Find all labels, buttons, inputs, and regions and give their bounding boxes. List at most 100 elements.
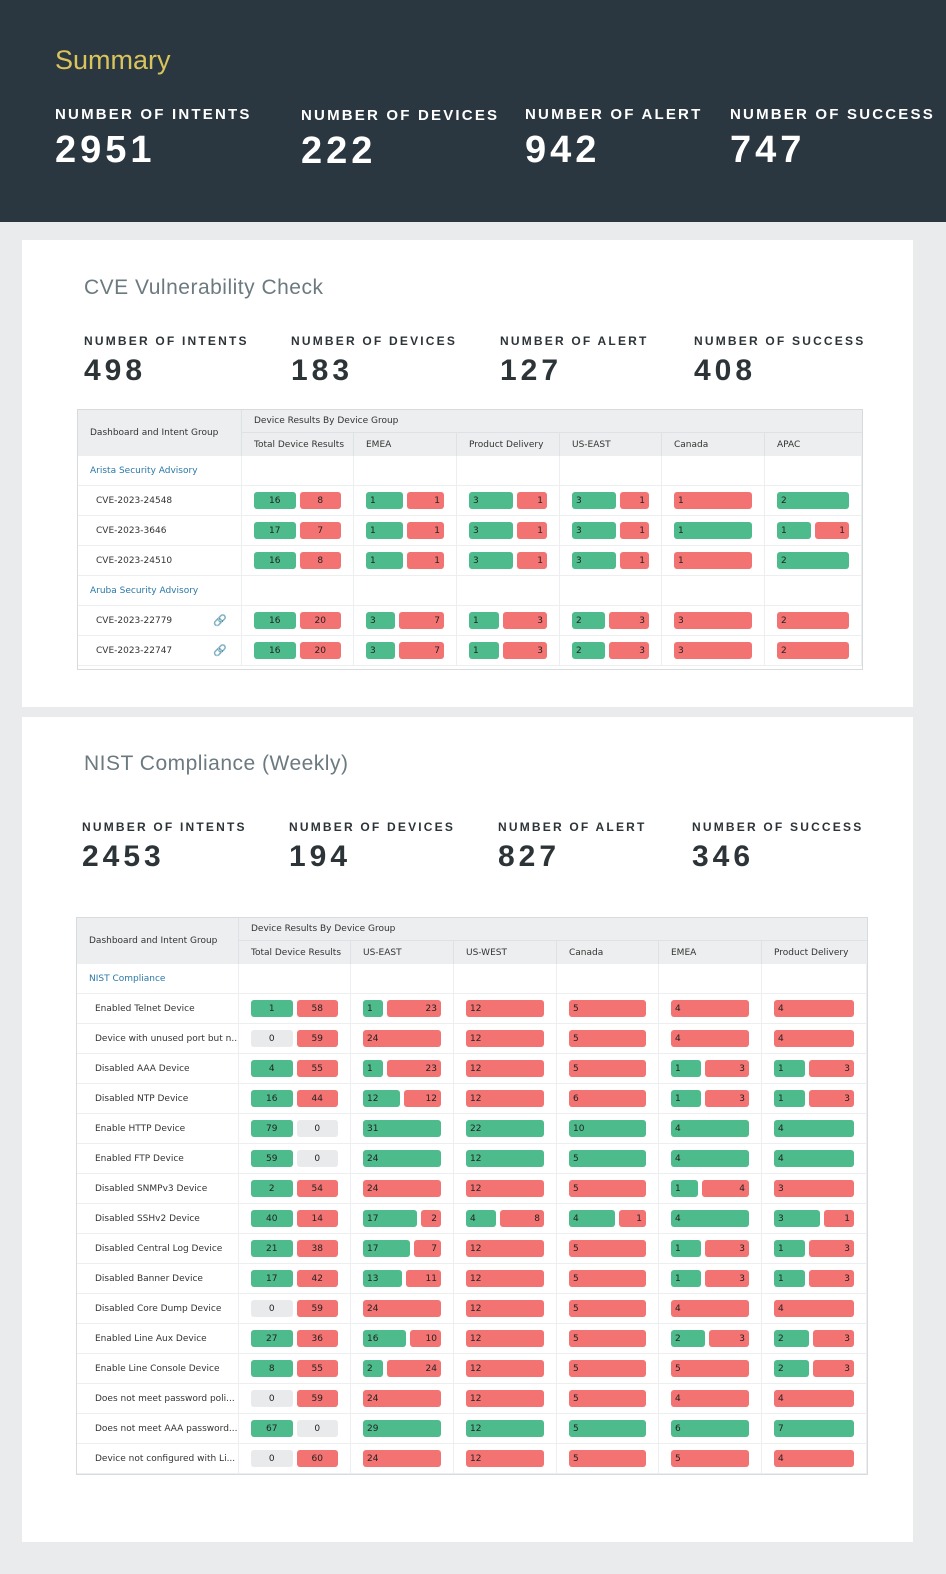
column-header[interactable]: APAC <box>765 433 862 456</box>
fail-count[interactable]: 24 <box>363 1390 441 1407</box>
fail-count[interactable]: 4 <box>774 1300 854 1317</box>
fail-count[interactable]: 5 <box>569 1450 646 1467</box>
fail-count[interactable]: 4 <box>774 1450 854 1467</box>
fail-count[interactable]: 23 <box>387 1060 441 1077</box>
pass-count[interactable]: 8 <box>251 1360 293 1377</box>
fail-count[interactable]: 3 <box>812 1360 854 1377</box>
fail-count[interactable]: 1 <box>674 492 752 509</box>
pass-count[interactable]: 3 <box>774 1210 820 1227</box>
fail-count[interactable]: 3 <box>704 1060 749 1077</box>
fail-count[interactable]: 44 <box>296 1090 338 1107</box>
pass-count[interactable]: 16 <box>251 1090 293 1107</box>
column-header[interactable]: Product Delivery <box>762 941 867 964</box>
pass-count[interactable]: 24 <box>363 1150 441 1167</box>
pass-count[interactable]: 16 <box>254 552 296 569</box>
pass-count[interactable]: 3 <box>572 492 616 509</box>
fail-count[interactable]: 5 <box>569 1390 646 1407</box>
fail-count[interactable]: 24 <box>363 1300 441 1317</box>
pass-count[interactable]: 2 <box>572 612 606 629</box>
fail-count[interactable]: 5 <box>569 1030 646 1047</box>
fail-count[interactable]: 12 <box>466 1090 544 1107</box>
fail-count[interactable]: 5 <box>569 1060 646 1077</box>
fail-count[interactable]: 2 <box>777 642 849 659</box>
fail-count[interactable]: 24 <box>363 1030 441 1047</box>
fail-count[interactable]: 42 <box>296 1270 338 1287</box>
pass-count[interactable]: 4 <box>251 1060 293 1077</box>
pass-count[interactable]: 1 <box>774 1090 805 1107</box>
pass-count[interactable]: 7 <box>774 1420 854 1437</box>
fail-count[interactable]: 0 <box>296 1150 338 1167</box>
group-link[interactable]: NIST Compliance <box>77 964 239 994</box>
pass-count[interactable]: 67 <box>251 1420 293 1437</box>
fail-count[interactable]: 3 <box>674 612 752 629</box>
column-header[interactable]: Total Device Results <box>242 433 354 456</box>
pass-count[interactable]: 3 <box>572 552 616 569</box>
fail-count[interactable]: 11 <box>406 1270 441 1287</box>
fail-count[interactable]: 24 <box>387 1360 441 1377</box>
fail-count[interactable]: 4 <box>671 1390 749 1407</box>
fail-count[interactable]: 1 <box>619 1210 646 1227</box>
pass-count[interactable]: 1 <box>774 1270 805 1287</box>
pass-count[interactable]: 3 <box>469 522 514 539</box>
fail-count[interactable]: 4 <box>774 1000 854 1017</box>
pass-count[interactable]: 16 <box>363 1330 406 1347</box>
fail-count[interactable]: 5 <box>569 1300 646 1317</box>
pass-count[interactable]: 12 <box>466 1420 544 1437</box>
pass-count[interactable]: 0 <box>251 1390 293 1407</box>
fail-count[interactable]: 3 <box>808 1090 854 1107</box>
pass-count[interactable]: 12 <box>363 1090 400 1107</box>
pass-count[interactable]: 0 <box>251 1450 293 1467</box>
fail-count[interactable]: 12 <box>466 1270 544 1287</box>
pass-count[interactable]: 27 <box>251 1330 293 1347</box>
pass-count[interactable]: 13 <box>363 1270 403 1287</box>
pass-count[interactable]: 12 <box>466 1150 544 1167</box>
fail-count[interactable]: 59 <box>296 1300 338 1317</box>
fail-count[interactable]: 3 <box>704 1270 749 1287</box>
fail-count[interactable]: 3 <box>704 1240 749 1257</box>
pass-count[interactable]: 4 <box>466 1210 496 1227</box>
pass-count[interactable]: 4 <box>569 1210 615 1227</box>
pass-count[interactable]: 17 <box>254 522 296 539</box>
pass-count[interactable]: 4 <box>774 1120 854 1137</box>
fail-count[interactable]: 1 <box>407 492 444 509</box>
fail-count[interactable]: 4 <box>774 1030 854 1047</box>
fail-count[interactable]: 38 <box>296 1240 338 1257</box>
pass-count[interactable]: 2 <box>572 642 606 659</box>
pass-count[interactable]: 2 <box>251 1180 293 1197</box>
column-header[interactable]: Canada <box>662 433 765 456</box>
pass-count[interactable]: 79 <box>251 1120 293 1137</box>
fail-count[interactable]: 7 <box>398 642 444 659</box>
pass-count[interactable]: 1 <box>671 1090 701 1107</box>
fail-count[interactable]: 8 <box>299 492 341 509</box>
fail-count[interactable]: 3 <box>808 1240 854 1257</box>
fail-count[interactable]: 24 <box>363 1180 441 1197</box>
fail-count[interactable]: 23 <box>387 1000 441 1017</box>
fail-count[interactable]: 12 <box>404 1090 441 1107</box>
pass-count[interactable]: 0 <box>251 1030 293 1047</box>
pass-count[interactable]: 29 <box>363 1420 441 1437</box>
pass-count[interactable]: 2 <box>671 1330 705 1347</box>
fail-count[interactable]: 2 <box>421 1210 441 1227</box>
pass-count[interactable]: 1 <box>777 522 811 539</box>
column-header[interactable]: US-WEST <box>454 941 557 964</box>
fail-count[interactable]: 12 <box>466 1450 544 1467</box>
fail-count[interactable]: 5 <box>569 1360 646 1377</box>
pass-count[interactable]: 2 <box>774 1360 809 1377</box>
pass-count[interactable]: 3 <box>366 612 395 629</box>
pass-count[interactable]: 4 <box>671 1150 749 1167</box>
link-icon[interactable]: 🔗 <box>213 644 227 657</box>
fail-count[interactable]: 12 <box>466 1030 544 1047</box>
link-icon[interactable]: 🔗 <box>213 614 227 627</box>
pass-count[interactable]: 6 <box>671 1420 749 1437</box>
fail-count[interactable]: 4 <box>774 1390 854 1407</box>
column-header[interactable]: Total Device Results <box>239 941 351 964</box>
pass-count[interactable]: 31 <box>363 1120 441 1137</box>
fail-count[interactable]: 12 <box>466 1360 544 1377</box>
pass-count[interactable]: 4 <box>671 1120 749 1137</box>
fail-count[interactable]: 24 <box>363 1450 441 1467</box>
fail-count[interactable]: 58 <box>296 1000 338 1017</box>
column-header[interactable]: EMEA <box>354 433 457 456</box>
fail-count[interactable]: 3 <box>674 642 752 659</box>
fail-count[interactable]: 1 <box>619 552 649 569</box>
fail-count[interactable]: 3 <box>812 1330 854 1347</box>
